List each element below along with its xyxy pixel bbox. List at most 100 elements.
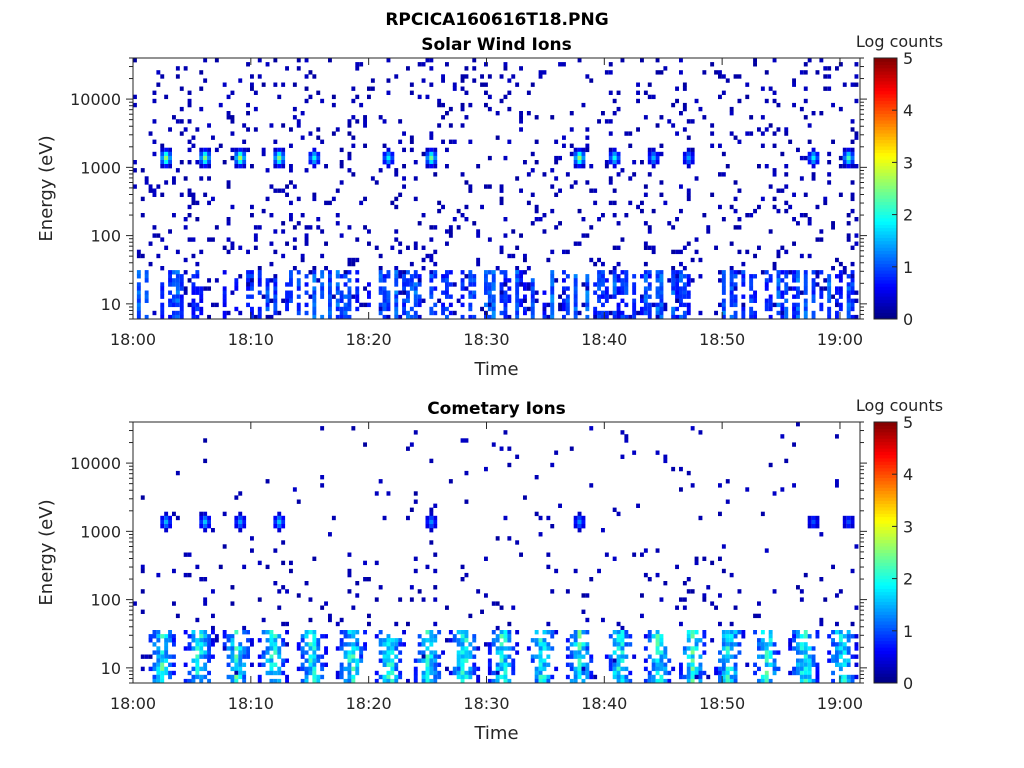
spectrogram-cell <box>343 282 348 287</box>
spectrogram-cell <box>491 298 496 303</box>
spectrogram-cell <box>347 131 352 136</box>
colorbar-segment <box>874 679 897 684</box>
spectrogram-cell <box>456 642 461 647</box>
spectrogram-cell <box>195 617 200 623</box>
spectrogram-cell <box>328 310 332 316</box>
spectrogram-cell <box>445 241 449 246</box>
spectrogram-cell <box>651 674 656 680</box>
spectrogram-cell <box>647 630 652 635</box>
colorbar-segment <box>874 97 897 101</box>
spectrogram-cell <box>437 662 442 667</box>
spectrogram-cell <box>702 597 707 602</box>
spectrogram-cell <box>799 650 804 655</box>
spectrogram-cell <box>721 290 726 295</box>
spectrogram-cell <box>460 654 465 659</box>
spectrogram-cell <box>757 613 761 619</box>
spectrogram-cell <box>195 217 200 222</box>
spectrogram-cell <box>659 654 664 659</box>
spectrogram-cell <box>831 670 835 676</box>
spectrogram-cell <box>230 90 235 95</box>
spectrogram-cell <box>363 560 367 566</box>
spectrogram-cell <box>187 670 192 676</box>
spectrogram-cell <box>238 670 243 676</box>
spectrogram-cell <box>542 678 547 684</box>
spectrogram-cell <box>846 630 851 635</box>
spectrogram-cell <box>207 286 211 291</box>
spectrogram-cell <box>281 164 286 169</box>
spectrogram-cell <box>780 434 785 439</box>
colorbar-segment <box>874 211 897 216</box>
spectrogram-cell <box>207 237 211 242</box>
spectrogram-cell <box>589 483 594 488</box>
spectrogram-cell <box>718 172 722 177</box>
spectrogram-cell <box>394 662 399 667</box>
spectrogram-cell <box>250 204 254 210</box>
spectrogram-cell <box>425 58 430 63</box>
spectrogram-cell <box>675 306 679 312</box>
spectrogram-cell <box>604 552 609 557</box>
spectrogram-cell <box>733 630 738 635</box>
spectrogram-cell <box>386 78 391 83</box>
spectrogram-cell <box>499 298 504 303</box>
spectrogram-cell <box>647 314 652 320</box>
spectrogram-cell <box>226 180 231 185</box>
spectrogram-cell <box>737 630 742 635</box>
spectrogram-cell <box>242 625 247 631</box>
spectrogram-cell <box>429 678 434 684</box>
spectrogram-cell <box>425 524 430 529</box>
spectrogram-cell <box>433 666 438 672</box>
spectrogram-cell <box>265 646 270 651</box>
spectrogram-cell <box>464 217 469 222</box>
spectrogram-cell <box>433 249 438 255</box>
spectrogram-cell <box>573 314 578 320</box>
spectrogram-cell <box>316 151 321 157</box>
spectrogram-cell <box>733 670 738 676</box>
spectrogram-cell <box>831 658 835 663</box>
spectrogram-cell <box>265 670 270 676</box>
spectrogram-cell <box>550 115 555 120</box>
spectrogram-cell <box>406 282 410 287</box>
spectrogram-cell <box>250 548 254 553</box>
spectrogram-cell <box>203 78 208 83</box>
spectrogram-cell <box>374 634 379 639</box>
spectrogram-cell <box>741 630 746 635</box>
colorbar-segment <box>874 591 897 596</box>
spectrogram-cell <box>429 666 434 672</box>
spectrogram-cell <box>768 662 773 667</box>
spectrogram-cell <box>608 294 613 299</box>
spectrogram-cell <box>737 589 742 594</box>
spectrogram-cell <box>133 601 137 606</box>
spectrogram-cell <box>519 233 523 238</box>
spectrogram-cell <box>772 302 777 308</box>
spectrogram-cell <box>846 638 851 643</box>
spectrogram-cell <box>831 642 835 647</box>
spectrogram-cell <box>308 131 313 136</box>
spectrogram-cell <box>351 135 356 140</box>
colorbar-segment <box>874 464 897 469</box>
spectrogram-cell <box>538 662 543 667</box>
spectrogram-cell <box>324 646 328 651</box>
spectrogram-cell <box>503 282 508 287</box>
spectrogram-cell <box>285 282 289 287</box>
spectrogram-cell <box>421 658 426 663</box>
spectrogram-cell <box>164 245 169 250</box>
spectrogram-cell <box>136 302 141 308</box>
spectrogram-cell <box>624 131 629 136</box>
spectrogram-cell <box>827 282 832 287</box>
colorbar-segment <box>874 270 897 274</box>
spectrogram-cell <box>796 658 800 663</box>
spectrogram-cell <box>265 62 270 67</box>
spectrogram-cell <box>133 102 137 108</box>
spectrogram-cell <box>589 188 594 193</box>
spectrogram-cell <box>503 654 508 659</box>
spectrogram-cell <box>187 634 192 639</box>
spectrogram-cell <box>671 123 676 128</box>
spectrogram-cell <box>686 164 691 169</box>
spectrogram-cell <box>390 662 395 667</box>
spectrogram-cell <box>612 164 617 169</box>
spectrogram-cell <box>168 654 172 659</box>
spectrogram-cell <box>846 678 851 684</box>
spectrogram-cell <box>581 524 586 529</box>
spectrogram-cell <box>796 630 800 635</box>
spectrogram-cell <box>199 298 204 303</box>
